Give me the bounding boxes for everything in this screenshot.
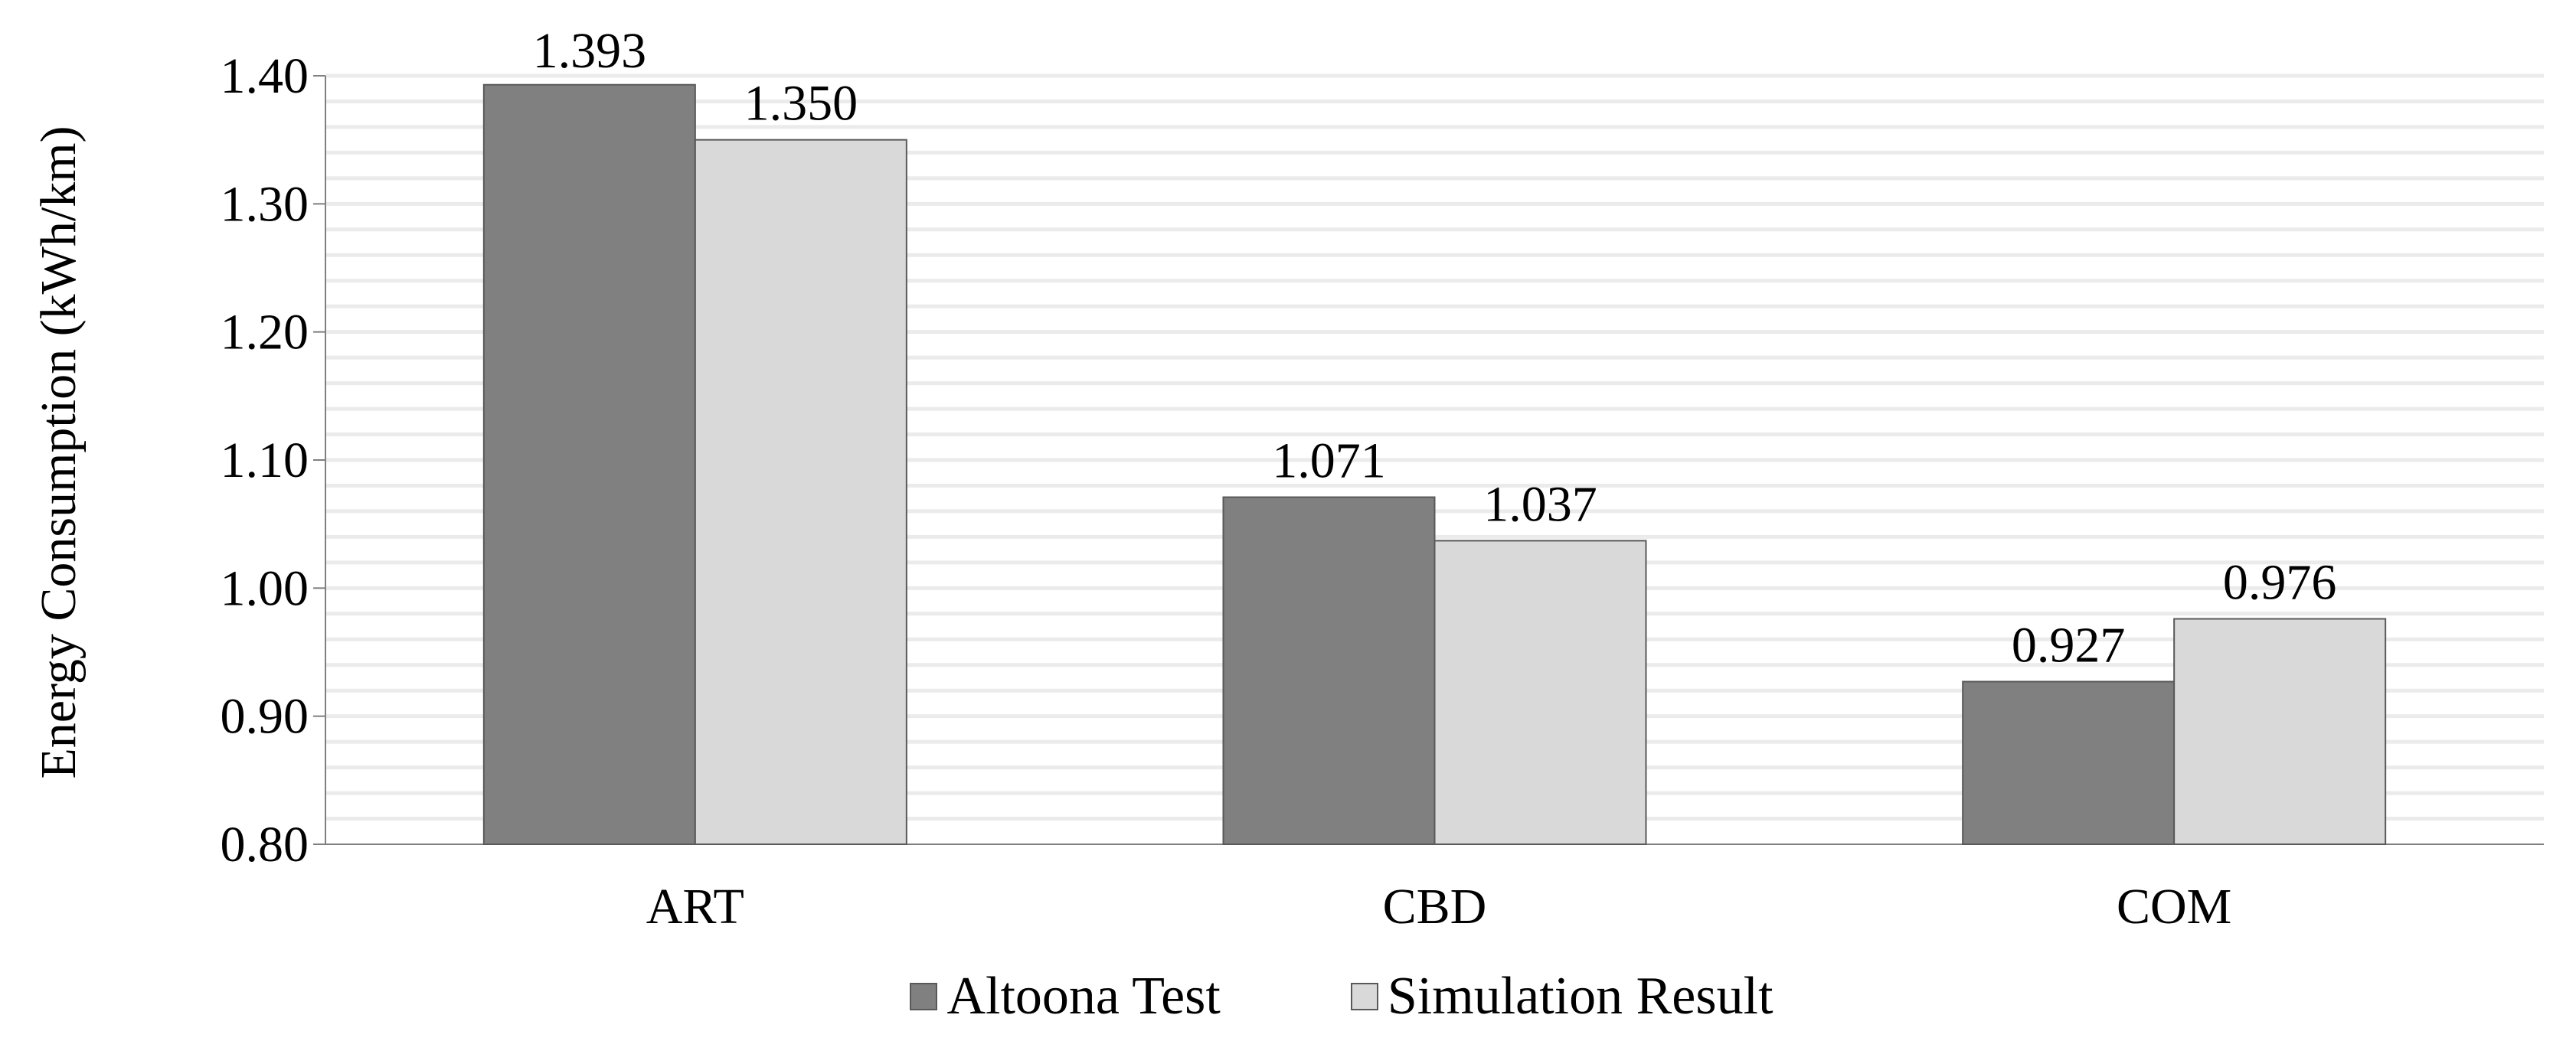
y-tick-label: 1.20	[221, 305, 309, 361]
y-tick-label: 1.10	[221, 432, 309, 488]
legend-label-simulation: Simulation Result	[1387, 967, 1773, 1026]
legend-swatch-simulation	[1350, 983, 1378, 1010]
legend-swatch-altoona	[910, 983, 938, 1010]
bars	[482, 83, 2387, 846]
y-tick-label: 1.40	[221, 48, 309, 104]
x-tick-label: CBD	[1383, 879, 1487, 935]
bar-com-series-0	[1962, 680, 2176, 846]
axes: 0.80 0.90 1.00 1.10 1.20 1.30 1.40 Energy Consu…	[31, 48, 2544, 935]
y-tick-label: 0.80	[221, 817, 309, 873]
bar-art-series-0	[482, 83, 696, 846]
x-tick-label: COM	[2117, 879, 2231, 935]
data-label: 0.976	[2223, 554, 2337, 610]
y-axis-title: Energy Consumption (kWh/km)	[31, 126, 87, 778]
y-tick-label: 0.90	[221, 689, 309, 745]
x-tick-label: ART	[646, 879, 744, 935]
labels: 1.393 1.350 1.071 1.037 0.927 0.976	[533, 23, 2337, 673]
legend-item-simulation: Simulation Result	[1350, 966, 1773, 1027]
data-label: 1.071	[1272, 433, 1386, 489]
data-label: 1.350	[744, 76, 858, 132]
bar-com-series-1	[2173, 618, 2387, 845]
bar-art-series-1	[694, 139, 907, 845]
data-label: 1.393	[533, 23, 647, 79]
bar-cbd-series-1	[1433, 540, 1647, 845]
bar-cbd-series-0	[1222, 496, 1436, 845]
data-label: 1.037	[1483, 476, 1597, 532]
y-tick-label: 1.00	[221, 560, 309, 616]
y-tick-label: 1.30	[221, 176, 309, 232]
legend-label-altoona: Altoona Test	[946, 967, 1221, 1026]
legend: Altoona Test Simulation Result	[0, 966, 2576, 1027]
data-label: 0.927	[2012, 617, 2126, 673]
legend-item-altoona: Altoona Test	[910, 966, 1221, 1027]
